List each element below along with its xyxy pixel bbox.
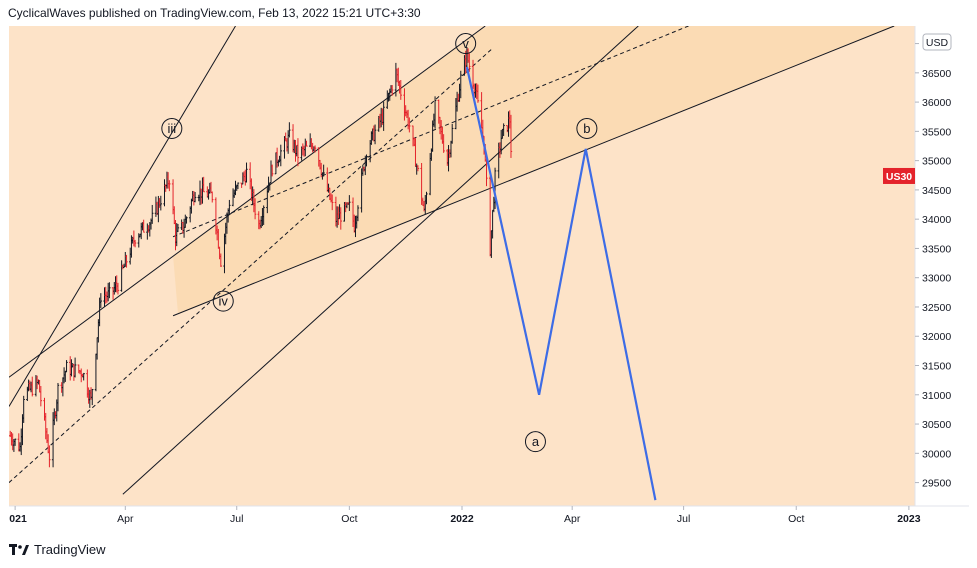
- wave-label-circle: [524, 431, 546, 453]
- time-tick-label: Jul: [230, 513, 243, 525]
- wave-label-circle: [455, 33, 477, 55]
- symbol-tag[interactable]: [883, 167, 915, 184]
- price-tick-label: 35500: [922, 126, 951, 138]
- currency-badge[interactable]: [922, 33, 952, 51]
- price-tick-label: 33500: [922, 243, 951, 255]
- upper-channel-line: [9, 26, 486, 378]
- tradingview-logo-icon: [9, 543, 29, 555]
- price-chart[interactable]: iii iv v a b 29500 30000 30500 31000 31500 32000 3…: [9, 26, 969, 536]
- wave-label-circle: [576, 117, 598, 139]
- price-tick-label: 36000: [922, 97, 951, 109]
- price-tick-label: 30500: [922, 419, 951, 431]
- outer-rising-line: [9, 26, 236, 407]
- publish-info: CyclicalWaves published on TradingView.c…: [8, 6, 421, 20]
- price-tick-label: 36500: [922, 68, 951, 80]
- price-tick-label: 32000: [922, 331, 951, 343]
- time-tick-label: 2021: [9, 513, 27, 525]
- tradingview-brand: TradingView: [34, 542, 106, 557]
- wave-label-b: b: [583, 121, 590, 136]
- price-tick-label: 29500: [922, 478, 951, 490]
- price-tick-label: 34000: [922, 214, 951, 226]
- time-tick-label: Jul: [677, 513, 690, 525]
- time-tick-label: Oct: [341, 513, 357, 525]
- wave-label-circle: [212, 290, 234, 312]
- chart-area[interactable]: iii iv v a b 29500 30000 30500 31000 31500 32000 3…: [9, 26, 969, 536]
- mid-dashed-line: [172, 26, 689, 238]
- price-tick-label: 33000: [922, 273, 951, 285]
- price-axis[interactable]: [915, 26, 969, 506]
- price-tick-label: 32500: [922, 302, 951, 314]
- tradingview-logo[interactable]: TradingView: [9, 542, 106, 557]
- price-tick-label: 31000: [922, 390, 951, 402]
- price-tick-label: 35000: [922, 156, 951, 168]
- time-tick-label: Apr: [564, 513, 581, 525]
- price-tick-label: 31500: [922, 361, 951, 373]
- symbol-tag-label: US30: [886, 171, 912, 183]
- time-tick-label: 2023: [897, 513, 921, 525]
- time-axis[interactable]: [9, 506, 969, 536]
- currency-label: USD: [926, 37, 949, 49]
- time-tick-label: 2022: [450, 513, 474, 525]
- price-tick-label: 34500: [922, 185, 951, 197]
- wave-label-circle: [161, 117, 183, 139]
- price-tick-label: 30000: [922, 448, 951, 460]
- outer-lower-line: [122, 26, 639, 495]
- projection-path: [465, 66, 657, 501]
- wave-label-v: v: [462, 36, 469, 51]
- time-tick-label: Apr: [117, 513, 134, 525]
- time-tick-label: Oct: [788, 513, 804, 525]
- long-dashed-line: [9, 49, 492, 483]
- lower-channel-line: [172, 26, 895, 317]
- wave-label-iii: iii: [167, 121, 176, 136]
- wave-label-iv: iv: [219, 294, 229, 309]
- wave-label-a: a: [532, 434, 540, 449]
